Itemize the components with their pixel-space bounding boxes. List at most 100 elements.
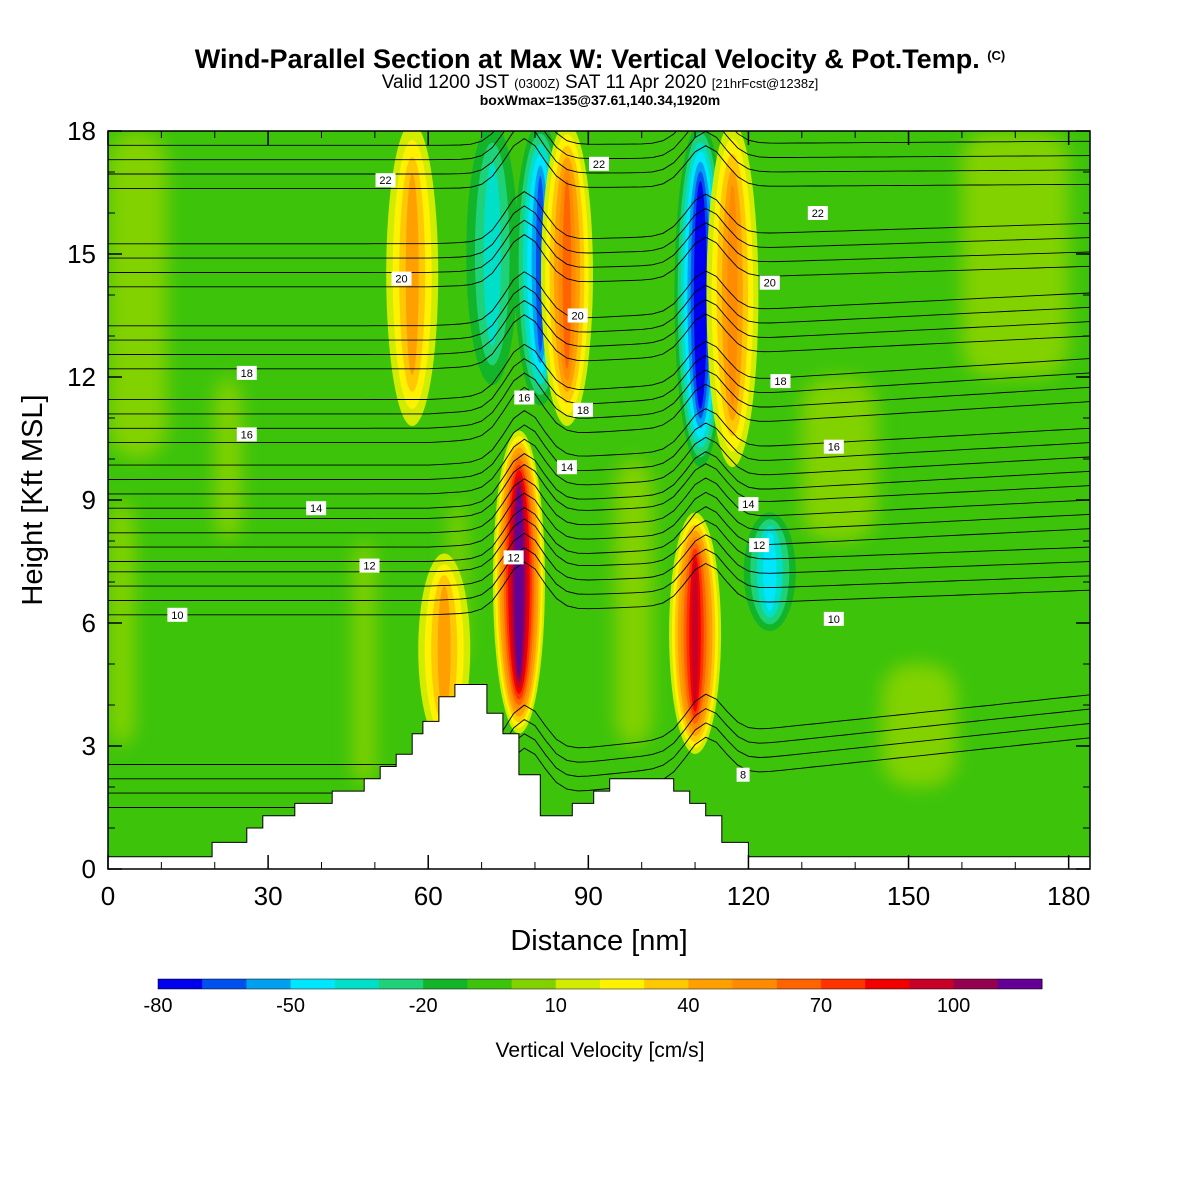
colorbar-tick-5: 70 — [810, 995, 832, 1017]
contour-label-1: 22 — [593, 159, 605, 171]
contour-label-bg-7 — [572, 402, 593, 417]
contour-label-bg-14 — [738, 497, 759, 512]
velocity-field — [108, 131, 1090, 869]
contour-labels: 22 22 22 20 20 20 18 18 18 16 16 16 14 14 14 12 12 12 10 10… — [167, 156, 844, 782]
theta-contour-14-0 — [108, 451, 1090, 509]
x-axis: 0 30 60 90 120 150 180 — [101, 131, 1090, 911]
contour-label-bg-17 — [749, 538, 770, 553]
contour-label-bg-18 — [167, 607, 188, 622]
contour-label-10: 16 — [518, 393, 530, 405]
contour-label-bg-16 — [503, 550, 524, 565]
contour-label-bg-3 — [391, 271, 412, 286]
velocity-feature-4 — [669, 512, 722, 754]
theta-contour-12-0 — [108, 506, 1090, 562]
theta-contour-10-2 — [108, 532, 1090, 587]
contour-label-13: 14 — [561, 462, 573, 474]
theta-contour-16-2 — [108, 355, 1090, 415]
theta-contour-8-1 — [108, 722, 1090, 794]
contour-label-bg-0 — [375, 173, 396, 188]
colorbar-tick-1: -50 — [276, 995, 305, 1017]
contour-label-bg-10 — [514, 390, 535, 405]
theta-contour-14-1 — [108, 436, 1090, 495]
theta-contour-18-2 — [108, 284, 1090, 341]
theta-contour-18-1 — [108, 299, 1090, 355]
colorbar: -80 -50 -20 10 40 70 100 — [144, 978, 1043, 1017]
theta-contour-20-2 — [108, 205, 1090, 259]
x-tick-label-3: 90 — [574, 881, 603, 911]
x-tick-label-6: 180 — [1047, 881, 1090, 911]
theta-contour-10-1 — [108, 547, 1090, 601]
colorbar-swatch-7 — [467, 979, 513, 989]
contour-label-20: 8 — [740, 770, 746, 782]
valid-prefix: Valid 1200 JST — [381, 72, 509, 93]
theta-contour-10-0 — [108, 561, 1090, 616]
x-axis-label: Distance [nm] — [510, 925, 687, 957]
contour-label-bg-15 — [359, 558, 380, 573]
colorbar-swatch-5 — [379, 979, 424, 989]
field-blob-5 — [615, 459, 653, 746]
colorbar-tick-6: 100 — [937, 995, 970, 1017]
field-blob-0 — [108, 131, 167, 459]
contour-label-12: 14 — [310, 503, 322, 515]
field-blob-3 — [881, 664, 957, 787]
theta-contour-18-0 — [108, 313, 1090, 370]
contour-label-bg-9 — [236, 427, 257, 442]
contour-label-bg-12 — [306, 501, 327, 516]
y-tick-label-2: 6 — [82, 608, 96, 638]
velocity-feature-1 — [492, 430, 545, 734]
contour-label-bg-11 — [823, 439, 844, 454]
colorbar-swatch-8 — [511, 979, 557, 989]
theta-contour-20-3 — [108, 191, 1090, 245]
theta-contour-12-1 — [108, 491, 1090, 548]
contour-label-19: 10 — [828, 614, 840, 626]
colorbar-swatch-11 — [644, 979, 689, 989]
theta-contour-8-0 — [108, 736, 1090, 808]
contour-label-bg-13 — [556, 460, 577, 475]
colorbar-swatch-16 — [865, 979, 910, 989]
terrain — [107, 684, 1091, 870]
colorbar-swatch-18 — [953, 979, 999, 989]
contour-label-bg-8 — [770, 374, 791, 389]
colorbar-swatch-15 — [821, 979, 866, 989]
contour-label-bg-4 — [567, 308, 588, 323]
contour-label-16: 12 — [507, 552, 519, 564]
colorbar-swatch-19 — [997, 979, 1043, 989]
copyright-mark: (C) — [987, 48, 1006, 63]
theta-contour-16-1 — [108, 369, 1090, 429]
contour-label-5: 20 — [764, 278, 776, 290]
colorbar-swatch-14 — [776, 979, 822, 989]
theta-contour-22-1 — [108, 131, 1090, 175]
contour-label-4: 20 — [572, 311, 584, 323]
contour-label-bg-20 — [736, 767, 750, 782]
y-axis-label: Height [Kft MSL] — [17, 394, 49, 605]
theta-contour-18-3 — [108, 270, 1090, 327]
colorbar-swatch-13 — [732, 979, 778, 989]
x-tick-label-1: 30 — [254, 881, 283, 911]
y-tick-label-6: 18 — [67, 116, 96, 146]
colorbar-label: Vertical Velocity [cm/s] — [496, 1039, 705, 1062]
contour-label-bg-19 — [823, 611, 844, 626]
forecast-info: [21hrFcst@1238z] — [711, 76, 819, 91]
contour-label-8: 18 — [774, 376, 786, 388]
contour-label-2: 22 — [812, 208, 824, 220]
valid-utc: (0300Z) — [514, 76, 560, 91]
colorbar-tick-3: 10 — [545, 995, 567, 1017]
x-tick-label-4: 120 — [727, 881, 770, 911]
contour-label-bg-2 — [807, 206, 828, 220]
contour-label-3: 20 — [395, 274, 407, 286]
contour-label-6: 18 — [241, 368, 253, 380]
contour-label-17: 12 — [753, 540, 765, 552]
contour-label-14: 14 — [742, 499, 754, 511]
theta-contour-10-3 — [108, 518, 1090, 573]
y-tick-label-5: 15 — [67, 239, 96, 269]
colorbar-frame — [157, 978, 1043, 990]
theta-contour-8-2 — [108, 708, 1090, 780]
theta-contour-12-3 — [108, 463, 1090, 519]
theta-contour-22-0 — [108, 138, 1090, 189]
contour-label-15: 12 — [363, 561, 375, 573]
colorbar-tick-2: -20 — [409, 995, 438, 1017]
y-tick-label-3: 9 — [82, 485, 96, 515]
valid-time-line: Valid 1200 JST (0300Z) SAT 11 Apr 2020 [… — [0, 72, 1200, 94]
chart-title: Wind-Parallel Section at Max W: Vertical… — [194, 44, 1006, 74]
colorbar-swatch-0 — [158, 979, 203, 989]
